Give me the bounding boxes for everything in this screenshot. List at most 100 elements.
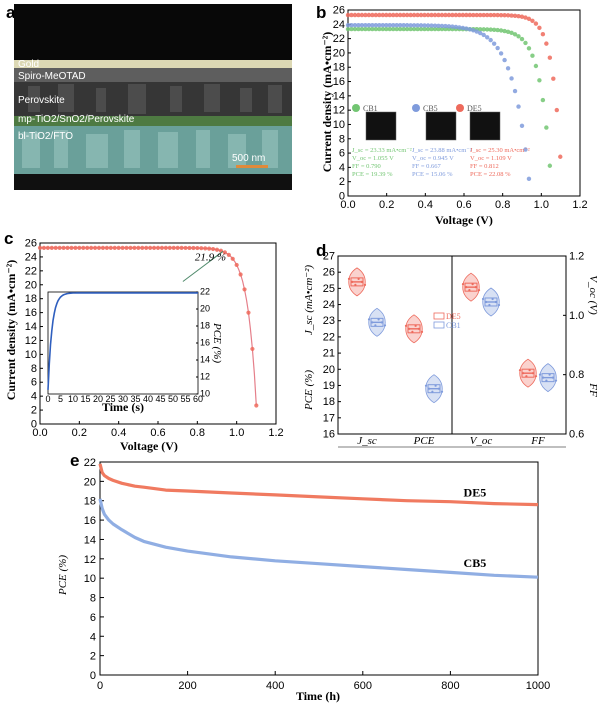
panel-d-point-CB1 [488, 303, 491, 307]
panel-d-point-CB1 [377, 318, 380, 321]
panel-c-ytick-label: 16 [25, 307, 37, 319]
panel-e-ytick-label: 6 [90, 612, 96, 624]
panel-d-point-DE5 [525, 375, 528, 378]
panel-b-point-DE5 [356, 12, 361, 18]
panel-c-xlabel: Voltage (V) [120, 439, 178, 453]
panel-b-point-DE5 [345, 12, 351, 18]
panel-b-point-CB5 [373, 22, 379, 28]
panel-b-point-CB1 [530, 53, 535, 58]
panel-b-xtick-label: 0.4 [418, 199, 433, 211]
panel-b-point-CB5 [467, 27, 472, 32]
panel-b-point-CB5 [404, 23, 410, 28]
panel-b-point-DE5 [391, 12, 396, 18]
panel-c-point-DE5 [120, 245, 125, 250]
panel-c-point-DE5 [148, 245, 153, 250]
panel-c-point-DE5 [250, 346, 255, 352]
panel-b-point-CB5 [460, 25, 466, 31]
panel-b-point-CB1 [425, 26, 431, 32]
panel-b-stat-text: V_oc = 1.055 V [352, 155, 394, 162]
panel-b-point-DE5 [544, 41, 549, 46]
panel-e-xtick-label: 1000 [526, 680, 550, 692]
panel-b-ytick-label: 0 [339, 191, 345, 203]
panel-b-xtick-label: 1.2 [572, 199, 587, 211]
panel-b-point-CB5 [425, 23, 431, 28]
panel-b-point-CB1 [359, 26, 365, 32]
panel-b-stat-text: J_sc = 25.30 mA•cm⁻² [470, 147, 530, 154]
panel-e-ytick-label: 4 [90, 631, 96, 643]
panel-d-point-DE5 [357, 277, 360, 280]
layer-spiro-label: Spiro-MeOTAD [18, 71, 86, 82]
panel-b-point-CB1 [418, 26, 424, 32]
panel-b-point-CB1 [377, 26, 382, 32]
panel-d-right-ytick-label: 0.6 [569, 429, 584, 441]
panel-b-point-CB5 [502, 57, 507, 63]
panel-e-ytick-label: 16 [84, 515, 96, 527]
panel-d-point-DE5 [468, 289, 471, 292]
panel-c-ytick-label: 26 [25, 238, 37, 250]
panel-d-point-DE5 [528, 369, 531, 372]
panel-e-plot-frame [99, 461, 539, 676]
panel-c-ytick-label: 4 [31, 391, 37, 403]
panel-b-point-CB5 [453, 24, 459, 30]
panel-d-right-ylabel: V_oc (V) [587, 275, 599, 315]
panel-b-point-CB1 [485, 27, 490, 32]
panel-c-point-DE5 [214, 247, 220, 252]
panel-b-point-CB1 [519, 36, 525, 42]
panel-c-ytick-label: 24 [25, 251, 37, 263]
panel-b-point-CB5 [443, 23, 448, 29]
panel-c-xtick-label: 0.8 [190, 427, 205, 439]
panel-b-point-DE5 [481, 12, 486, 18]
panel-c-label: c [4, 229, 13, 248]
panel-c-inset-xlabel: Time (s) [102, 400, 144, 414]
panel-b-point-DE5 [418, 12, 424, 18]
panel-b-point-DE5 [366, 12, 372, 18]
panel-b-point-DE5 [460, 12, 466, 18]
panel-b-xtick-label: 1.0 [534, 199, 549, 211]
panel-b-legend-label: CB5 [423, 104, 438, 113]
panel-b-ytick-label: 2 [339, 176, 345, 188]
panel-d-point-CB1 [374, 324, 377, 327]
panel-d-point-DE5 [363, 283, 367, 286]
panel-b-point-CB5 [377, 22, 382, 28]
panel-c-point-DE5 [159, 245, 165, 250]
panel-c-inset-xtick-label: 30 [118, 394, 128, 404]
panel-b-legend-marker [456, 104, 464, 112]
panel-b-point-DE5 [467, 12, 472, 18]
panel-b-ytick-label: 16 [333, 76, 345, 88]
panel-b-point-CB1 [512, 32, 518, 37]
panel-d-category-label: PCE [413, 435, 435, 447]
panel-d-point-CB1 [485, 300, 488, 304]
panel-b-ytick-label: 10 [333, 119, 345, 131]
panel-b-point-CB1 [526, 46, 532, 51]
panel-c-inset-xtick-label: 40 [143, 394, 153, 404]
panel-d-point-CB1 [491, 297, 494, 301]
panel-c-point-DE5 [81, 245, 86, 250]
panel-d-point-DE5 [534, 375, 538, 378]
panel-b-jv-chart: Current density (mA•cm⁻²) Voltage (V) 0.… [320, 5, 588, 228]
panel-b-point-DE5 [394, 12, 399, 18]
panel-c-point-DE5 [69, 245, 74, 250]
panel-b-point-CB1 [537, 78, 542, 83]
panel-c-ytick-label: 0 [31, 419, 37, 431]
layer-perovskite-label: Perovskite [18, 95, 65, 106]
panel-b-point-DE5 [453, 12, 459, 18]
panel-b-point-DE5 [450, 12, 455, 18]
panel-b-point-DE5 [478, 12, 483, 18]
panel-c-ytick-label: 18 [25, 293, 37, 305]
panel-c-point-DE5 [100, 245, 106, 250]
panel-b-point-CB1 [394, 26, 399, 32]
panel-b-point-CB5 [526, 176, 532, 182]
panel-c-inset-ytick-label: 10 [200, 389, 210, 399]
panel-c-point-DE5 [108, 245, 113, 250]
panel-c-point-DE5 [73, 245, 78, 250]
panel-b-point-CB5 [345, 22, 351, 28]
panel-b-point-DE5 [359, 12, 365, 18]
panel-c-point-DE5 [104, 245, 109, 250]
panel-e-ytick-label: 12 [84, 554, 96, 566]
panel-b-point-CB1 [363, 26, 368, 32]
panel-c-point-DE5 [238, 272, 243, 277]
panel-c-point-DE5 [167, 245, 172, 250]
panel-b-point-CB5 [439, 23, 445, 29]
panel-d-left-ytick-label: 22 [323, 331, 335, 343]
panel-b-point-DE5 [429, 12, 434, 18]
